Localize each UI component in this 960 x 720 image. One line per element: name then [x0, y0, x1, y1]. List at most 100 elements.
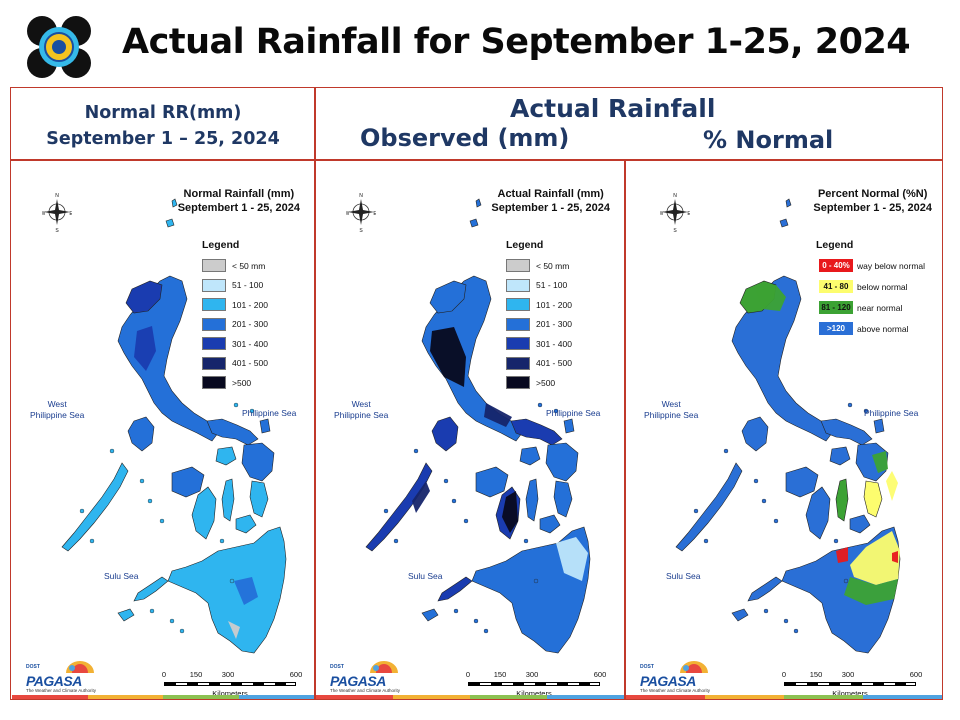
legend-label: way below normal — [857, 260, 926, 271]
scale-tick: 300 — [221, 670, 235, 679]
legend-item: 81 - 120 near normal — [819, 301, 902, 314]
islet — [773, 518, 779, 524]
island-negros — [805, 486, 831, 540]
island-panay — [475, 466, 509, 498]
svg-text:S: S — [55, 228, 59, 233]
map-title: Percent Normal (%N) September 1 - 25, 202… — [813, 187, 932, 215]
island-bicol — [206, 418, 259, 446]
svg-text:W: W — [42, 211, 46, 217]
scale-unit: Kilometers — [832, 689, 868, 698]
islet — [483, 628, 489, 634]
pagasa-umbrella-icon — [370, 661, 398, 673]
pagasa-years: DOST — [330, 664, 344, 670]
islet — [533, 578, 539, 584]
island-palawan — [365, 462, 433, 552]
footer-stripe — [626, 695, 705, 699]
rainfall-zone — [556, 537, 588, 581]
west-philippine-sea-label: West Philippine Sea — [334, 399, 388, 421]
scale-tick: 300 — [841, 670, 855, 679]
legend-swatch: 0 - 40% — [819, 259, 853, 272]
islet — [233, 402, 239, 408]
islet — [463, 518, 469, 524]
rainfall-zone — [234, 577, 258, 605]
legend-item: 401 - 500 — [506, 356, 572, 370]
islet — [393, 538, 399, 544]
islet — [783, 618, 789, 624]
pagasa-seal-logo — [24, 14, 94, 80]
map-title-line1: Actual Rainfall (mm) — [497, 188, 604, 200]
islet — [249, 408, 255, 414]
footer-stripe — [863, 695, 942, 699]
philippine-sea-label: Philippine Sea — [864, 408, 919, 418]
compass-rose-icon: N S W E — [42, 193, 72, 233]
legend-label: < 50 mm — [536, 260, 570, 271]
islet — [723, 448, 729, 454]
scale-bar: 0 150 300 600 Kilometers — [464, 670, 606, 699]
west-philippine-sea-label: West Philippine Sea — [30, 399, 84, 421]
island-bohol — [539, 514, 561, 534]
legend-item: >500 — [506, 376, 555, 389]
legend-item: 401 - 500 — [202, 356, 268, 370]
map-title: Actual Rainfall (mm) September 1 - 25, 20… — [491, 187, 610, 215]
islet — [383, 508, 389, 514]
legend-item: < 50 mm — [202, 259, 265, 272]
legend-item: 51 - 100 — [202, 278, 263, 292]
legend-swatch — [506, 337, 530, 350]
legend-item: 0 - 40% way below normal — [819, 259, 925, 272]
pagasa-tagline: The Weather and Climate Authority — [640, 688, 710, 693]
pagasa-logo: DOST PAGASA The Weather and Climate Author… — [320, 659, 400, 695]
island-zamboanga — [437, 576, 473, 602]
philippine-sea-label: Philippine Sea — [242, 408, 297, 418]
svg-text:N: N — [55, 193, 59, 199]
percent-normal-header: % Normal — [703, 126, 834, 154]
island-masbate — [215, 446, 237, 466]
legend-label: 201 - 300 — [232, 319, 268, 329]
actual-rainfall-header: Actual Rainfall — [510, 94, 716, 123]
island-mindanao — [167, 526, 287, 654]
scale-tick: 0 — [161, 670, 167, 679]
scale-tick: 150 — [493, 670, 507, 679]
island-palawan — [675, 462, 743, 552]
island-babuyan — [469, 218, 479, 228]
west-philippine-sea-label: West Philippine Sea — [644, 399, 698, 421]
islet — [847, 402, 853, 408]
islet — [843, 578, 849, 584]
island-mindoro — [741, 416, 769, 452]
rainfall-zone — [484, 403, 512, 427]
pagasa-umbrella-icon — [680, 661, 708, 673]
rainfall-zone — [892, 551, 898, 563]
island-leyte — [553, 480, 573, 518]
pagasa-years: DOST — [640, 664, 654, 670]
islet — [179, 628, 185, 634]
islet — [413, 448, 419, 454]
svg-text:S: S — [673, 228, 677, 233]
island-cebu — [221, 478, 235, 522]
legend-swatch — [202, 356, 226, 370]
content-frame — [10, 87, 943, 700]
island-leyte — [249, 480, 269, 518]
island-luzon — [421, 275, 523, 442]
islet — [753, 478, 759, 484]
legend-item: 301 - 400 — [506, 337, 572, 350]
rainfall-zone — [134, 326, 156, 371]
observed-rainfall-map-panel: Actual Rainfall (mm) September 1 - 25, 20… — [316, 161, 624, 699]
sulu-sea-label: Sulu Sea — [408, 571, 443, 581]
scale-ticks: 0 150 300 600 — [160, 670, 302, 680]
map-title-line2: September 1 - 25, 2024 — [491, 202, 610, 214]
scale-bar: 0 150 300 600 Kilometers — [780, 670, 922, 699]
legend-swatch: 81 - 120 — [819, 301, 853, 314]
footer-stripe — [547, 695, 624, 699]
map-title-line1: Normal Rainfall (mm) — [183, 188, 295, 200]
divider-left — [314, 87, 316, 700]
legend-label: 301 - 400 — [536, 338, 572, 349]
island-palawan — [61, 462, 129, 552]
legend-swatch: 41 - 80 — [819, 280, 853, 293]
legend-swatch — [506, 298, 530, 311]
sea-line: West — [351, 399, 371, 409]
islet — [109, 448, 115, 454]
rainfall-zone — [850, 531, 900, 585]
legend-swatch — [506, 376, 530, 389]
legend-label: >500 — [232, 377, 252, 388]
legend-swatch — [202, 317, 226, 331]
islet — [693, 508, 699, 514]
